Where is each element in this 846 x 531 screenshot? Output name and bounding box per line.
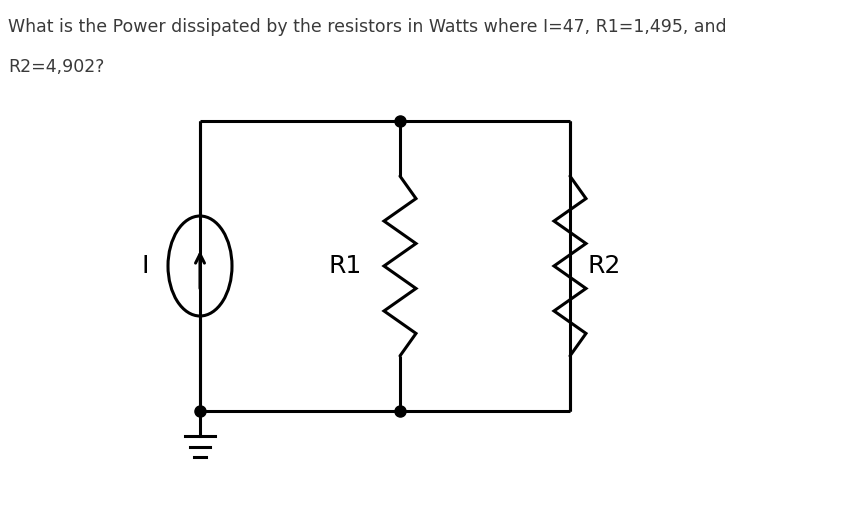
Text: I: I	[141, 254, 149, 278]
Text: R2=4,902?: R2=4,902?	[8, 58, 104, 76]
Text: What is the Power dissipated by the resistors in Watts where I=47, R1=1,495, and: What is the Power dissipated by the resi…	[8, 18, 727, 36]
Text: R2: R2	[588, 254, 621, 278]
Text: R1: R1	[329, 254, 362, 278]
